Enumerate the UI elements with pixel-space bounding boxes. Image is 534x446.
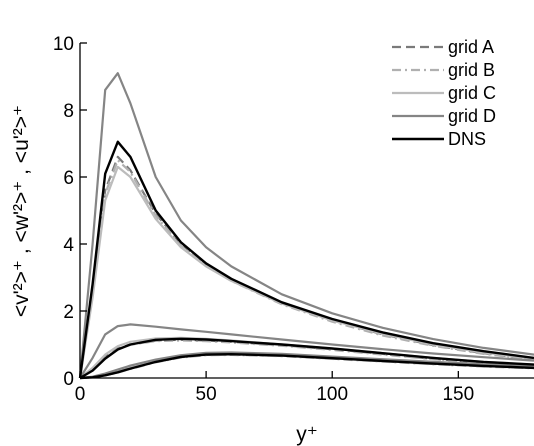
y-tick-label: 8 [63,101,74,122]
legend-label-grid-b: grid B [448,60,495,80]
series-line-dns-2 [79,353,534,380]
x-tick-label: 50 [196,384,217,405]
series-dns [78,140,534,380]
series-layer [78,72,534,380]
legend-label-grid-c: grid C [448,83,496,103]
series-line-grid-b-1 [79,339,534,379]
series-line-dns-0 [78,140,534,379]
series-line-grid-c-0 [78,165,534,379]
legend: grid A grid B grid C grid D DNS [392,37,496,149]
series-line-dns-1 [79,337,534,380]
legend-label-dns: DNS [448,129,486,149]
legend-label-grid-a: grid A [448,37,494,57]
y-tick-label: 2 [63,302,74,323]
series-line-grid-d-2 [79,351,534,380]
x-tick-label: 150 [442,384,474,405]
x-axis-title: y⁺ [296,423,318,446]
series-line-grid-d-1 [79,323,534,379]
ticks: 0 50 100 150 0 2 4 6 8 10 [53,34,474,405]
y-tick-label: 10 [53,34,74,55]
y-tick-label: 4 [63,235,74,256]
y-tick-label: 6 [63,168,74,189]
series-grid-d [78,72,534,380]
x-tick-label: 0 [75,384,86,405]
x-tick-label: 100 [316,384,348,405]
series-line-grid-d-0 [78,72,534,379]
y-axis-title: <v'²>⁺ , <w'²>⁺ , <u'²>⁺ [10,105,33,317]
legend-label-grid-d: grid D [448,106,496,126]
series-line-grid-b-0 [78,159,534,379]
series-line-grid-b-2 [79,353,534,380]
y-tick-label: 0 [63,369,74,390]
